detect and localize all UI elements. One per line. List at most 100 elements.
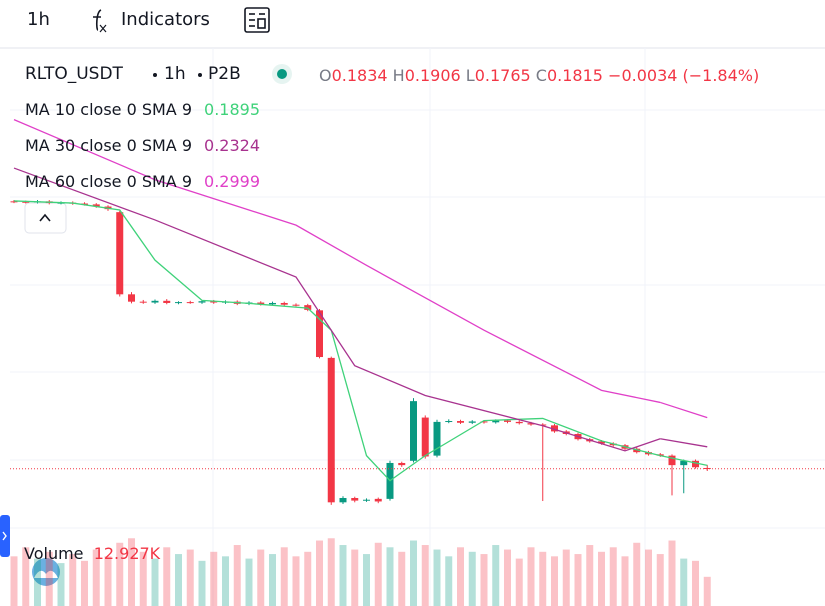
volume-bar xyxy=(257,549,265,606)
collapse-button[interactable] xyxy=(24,202,67,234)
candle-body xyxy=(457,421,464,423)
candle-body xyxy=(515,421,523,424)
fx-icon xyxy=(93,9,107,33)
volume-bar xyxy=(574,554,582,606)
ohlc-label: H xyxy=(392,66,405,85)
volume-legend: Volume 12.927K xyxy=(24,544,160,563)
volume-bar xyxy=(245,558,253,606)
side-tab-bg xyxy=(0,515,10,557)
volume-bar xyxy=(551,556,558,606)
ohlc-label: O xyxy=(319,66,332,85)
candle-body xyxy=(527,423,535,425)
volume-name: Volume xyxy=(24,544,84,563)
candle-body xyxy=(210,301,218,303)
ohlc-label: L xyxy=(465,66,475,85)
candle-body xyxy=(128,294,135,302)
candle-body xyxy=(539,424,547,426)
volume-bar xyxy=(163,547,171,606)
candle-body xyxy=(633,448,641,453)
volume-bar xyxy=(421,545,429,606)
candle-body xyxy=(280,302,288,305)
volume-bar xyxy=(492,545,500,606)
candle-body xyxy=(10,201,18,203)
candle-body xyxy=(269,302,276,305)
volume-bar xyxy=(69,554,77,606)
candle-body xyxy=(421,417,429,457)
ohlc-value: 0.1815 xyxy=(546,66,603,85)
candle-body xyxy=(504,420,511,422)
candle-body xyxy=(680,460,688,466)
volume-bar xyxy=(104,556,112,606)
volume-bar xyxy=(175,554,182,606)
side-tab[interactable] xyxy=(0,515,10,557)
volume-bar xyxy=(656,554,664,606)
volume-bar xyxy=(457,547,464,606)
volume-bar xyxy=(304,551,312,606)
indicator-row: MA 10 close 0 SMA 9 0.1895 xyxy=(25,100,260,119)
volume-bar xyxy=(269,554,276,606)
candle-body xyxy=(480,421,488,423)
candle-body xyxy=(186,302,194,304)
collapse-arrow xyxy=(39,213,51,222)
exchange: P2B xyxy=(208,64,241,84)
volume-bar xyxy=(609,547,617,606)
volume-bar xyxy=(445,556,453,606)
volume-bar xyxy=(539,551,547,606)
volume-bar xyxy=(468,551,476,606)
volume-bar xyxy=(633,542,641,606)
volume-bar xyxy=(198,560,206,606)
candle-body xyxy=(116,212,124,295)
volume-bar xyxy=(527,547,535,606)
candle-body xyxy=(445,421,453,423)
candle-body xyxy=(374,498,382,502)
ma-line xyxy=(13,119,661,404)
volume-bar xyxy=(645,549,652,606)
interval-button[interactable]: 1h xyxy=(27,9,50,30)
ohlc-legend: O0.1834 H0.1906 L0.1765 C0.1815 −0.0034 … xyxy=(319,66,759,85)
candle-body xyxy=(81,203,88,205)
volume-bar xyxy=(128,538,135,606)
indicator-name: MA 60 close 0 SMA 9 xyxy=(25,172,193,191)
volume-bar xyxy=(292,556,300,606)
layout-frame xyxy=(244,7,270,33)
volume-bar xyxy=(351,549,359,606)
separator-dot xyxy=(153,73,157,77)
indicator-row: MA 30 close 0 SMA 9 0.2324 xyxy=(25,136,260,155)
candle-body xyxy=(175,302,182,304)
candle-body xyxy=(316,310,323,358)
ma-line xyxy=(13,167,661,452)
layout-icon[interactable] xyxy=(244,7,270,33)
volume-bar xyxy=(186,549,194,606)
volume-bar xyxy=(680,558,688,606)
volume-bar xyxy=(151,558,159,606)
candle-body xyxy=(351,498,359,501)
volume-bar xyxy=(363,554,370,606)
volume-bar xyxy=(81,560,88,606)
cloud-icon-mark xyxy=(34,570,58,578)
candle-body xyxy=(163,300,171,303)
candle-body xyxy=(433,421,441,456)
fx-f xyxy=(93,9,102,31)
grid xyxy=(10,48,825,606)
volume-bar xyxy=(504,549,511,606)
volume-bar xyxy=(280,547,288,606)
volume-bar xyxy=(433,549,441,606)
volume-bar xyxy=(233,545,241,606)
candle-body xyxy=(292,304,300,306)
ma-line-end xyxy=(660,438,708,448)
volume-bar xyxy=(386,547,394,606)
volume-bar xyxy=(92,549,100,606)
indicator-name: MA 30 close 0 SMA 9 xyxy=(25,136,193,155)
volume-bar xyxy=(480,554,488,606)
volume-bar xyxy=(139,551,147,606)
candle-body xyxy=(692,460,699,468)
volume-bar xyxy=(398,551,406,606)
volume-bar xyxy=(339,545,347,606)
candle-body xyxy=(398,462,406,466)
volume-bar xyxy=(316,540,323,606)
indicators-button[interactable]: Indicators xyxy=(121,9,210,30)
candle-body xyxy=(668,455,676,466)
volume-bar xyxy=(222,556,229,606)
side-tab-arrow xyxy=(2,531,7,541)
